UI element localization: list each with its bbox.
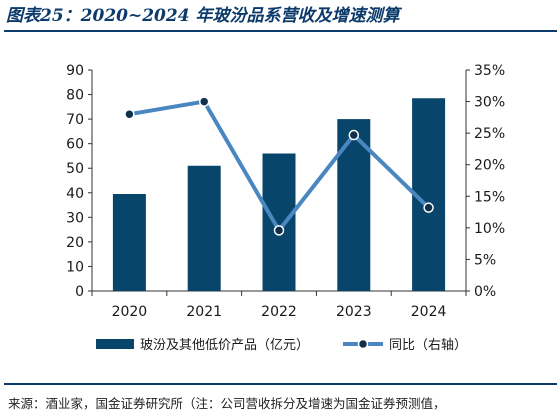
bar xyxy=(262,153,296,291)
legend-line-label: 同比（右轴） xyxy=(389,338,467,353)
right-tick-label: 5% xyxy=(474,252,496,268)
left-tick-label: 40 xyxy=(66,186,84,202)
title-divider xyxy=(4,30,557,32)
right-tick-label: 10% xyxy=(474,221,505,237)
left-tick-label: 80 xyxy=(66,88,84,104)
growth-point xyxy=(273,225,285,236)
x-tick-label: 2021 xyxy=(186,304,222,320)
right-tick-label: 30% xyxy=(474,95,505,111)
x-tick-label: 2020 xyxy=(112,304,148,320)
growth-point xyxy=(348,129,360,141)
left-tick-label: 10 xyxy=(66,259,84,275)
line-series xyxy=(124,96,434,236)
source-note: 来源：酒业家，国金证券研究所（注：公司营收拆分及增速为国金证券预测值， xyxy=(8,396,446,411)
left-tick-label: 90 xyxy=(66,63,84,79)
x-tick-label: 2023 xyxy=(336,304,372,320)
legend-bar-swatch xyxy=(96,339,134,349)
x-tick-label: 2024 xyxy=(411,304,447,320)
right-tick-label: 15% xyxy=(474,189,505,205)
left-tick-label: 20 xyxy=(66,235,84,251)
right-tick-label: 25% xyxy=(474,126,505,142)
right-tick-label: 0% xyxy=(474,284,496,300)
left-tick-label: 60 xyxy=(66,137,84,153)
chart-title: 图表25：2020~2024 年玻汾品系营收及增速测算 xyxy=(6,6,400,26)
x-tick-label: 2022 xyxy=(261,304,297,320)
bar xyxy=(187,165,221,291)
growth-point xyxy=(198,96,210,107)
legend-bar-label: 玻汾及其他低价产品（亿元） xyxy=(140,338,309,353)
bar-series xyxy=(112,98,446,291)
left-tick-label: 50 xyxy=(66,161,84,177)
legend: 玻汾及其他低价产品（亿元） 同比（右轴） xyxy=(96,338,467,353)
right-tick-label: 35% xyxy=(474,63,505,79)
growth-point xyxy=(124,108,135,120)
growth-point xyxy=(423,202,434,213)
left-tick-label: 70 xyxy=(66,112,84,128)
left-tick-label: 0 xyxy=(75,284,84,300)
bar xyxy=(112,194,146,291)
axes: 0 10 20 30 40 50 60 70 80 90 0% 5% 10% 15% 20% 25% 30% 35… xyxy=(66,63,505,320)
legend-line-marker xyxy=(357,338,369,350)
right-tick-label: 20% xyxy=(474,158,505,174)
source-divider xyxy=(4,383,557,385)
left-tick-label: 30 xyxy=(66,210,84,226)
